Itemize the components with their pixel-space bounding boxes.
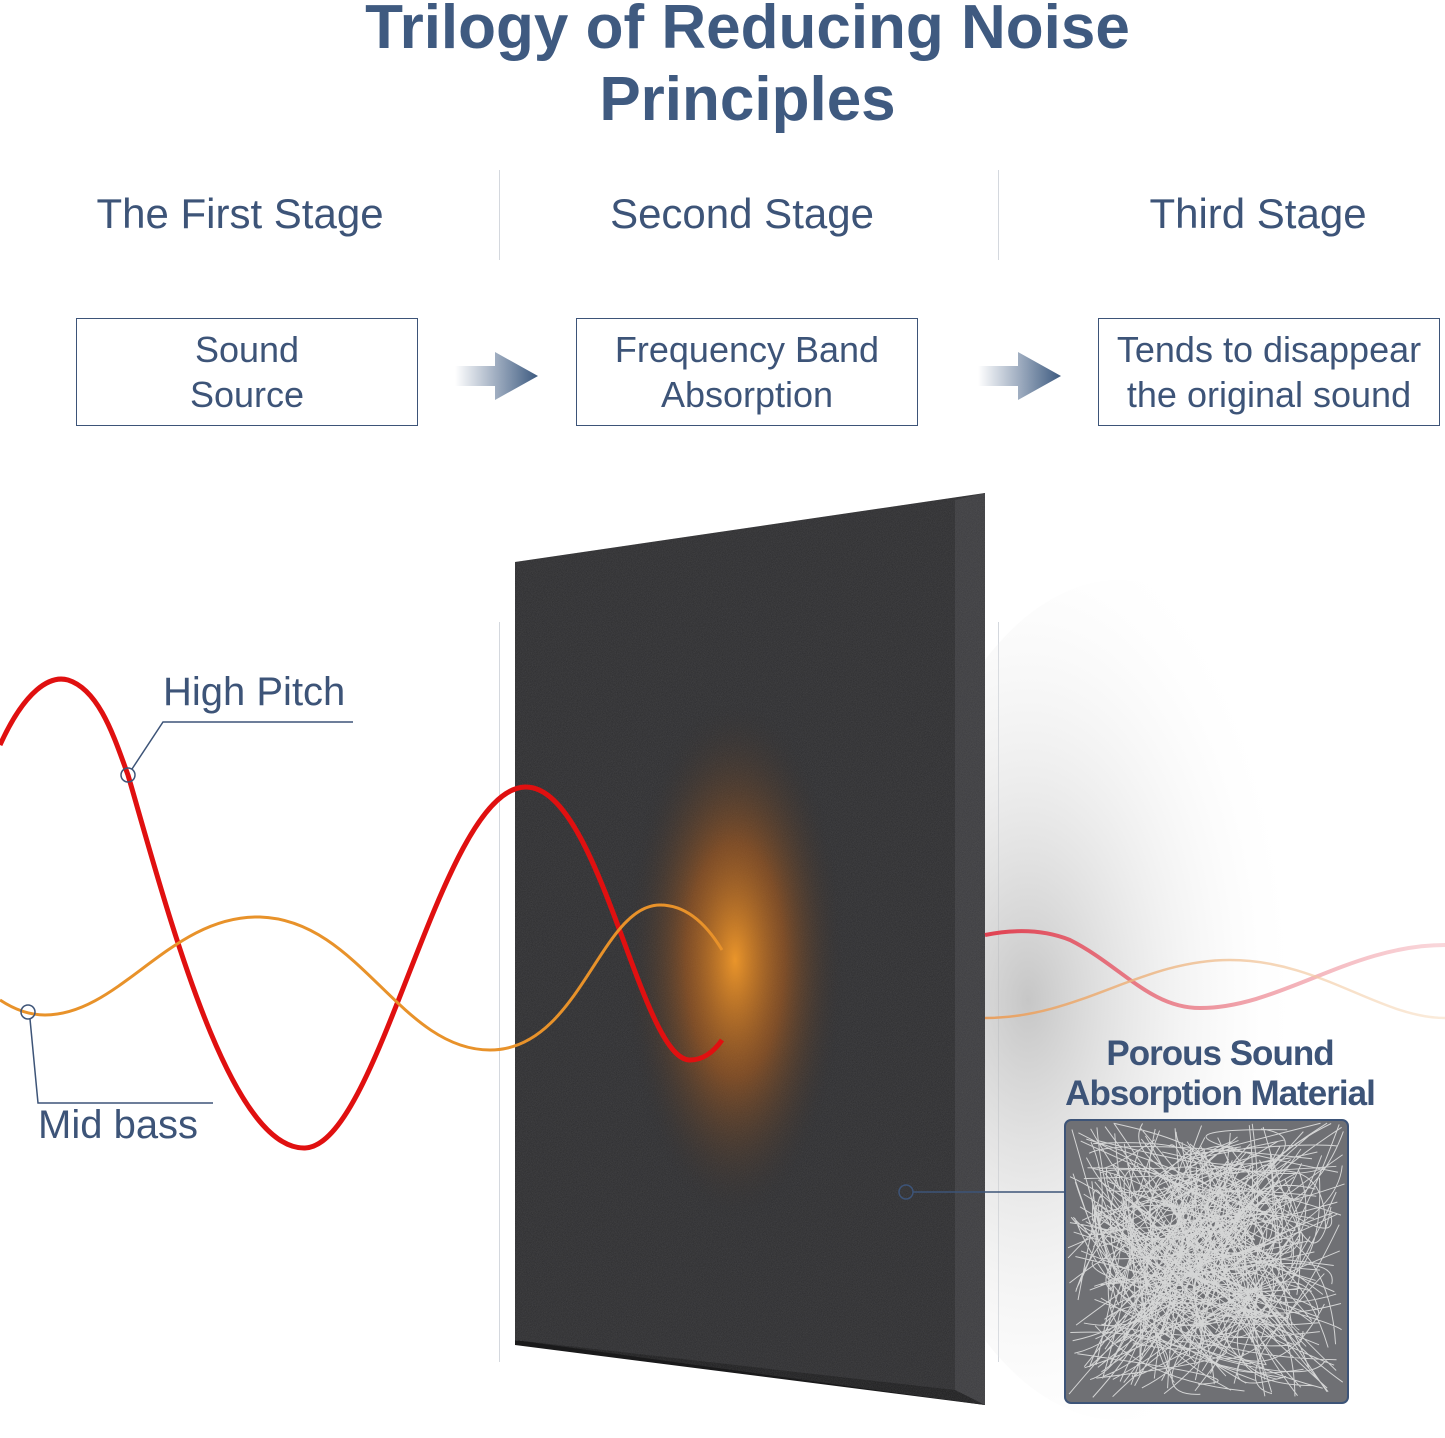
stage-box-2: Frequency Band Absorption	[576, 318, 918, 426]
porous-material-image	[1064, 1119, 1349, 1404]
callout-lines	[20, 721, 1066, 1200]
divider	[499, 170, 500, 260]
fiber-texture	[1067, 1122, 1345, 1398]
acoustic-foam-panel	[515, 493, 985, 1405]
mid-bass-wave-faded	[984, 958, 1445, 1020]
porous-material-label: Porous Sound Absorption Material	[1065, 1034, 1376, 1113]
mid-bass-wave	[0, 903, 724, 1052]
stage-box-3: Tends to disappear the original sound	[1098, 318, 1440, 426]
stage-box-1: Sound Source	[76, 318, 418, 426]
high-pitch-label: High Pitch	[163, 670, 346, 714]
mid-bass-label: Mid bass	[38, 1103, 199, 1147]
stage-heading-3: Third Stage	[1149, 190, 1367, 237]
page-title: Trilogy of Reducing Noise Principles	[365, 0, 1130, 134]
high-pitch-wave-faded	[984, 929, 1445, 1011]
high-pitch-wave	[0, 676, 725, 1151]
stage-heading-2: Second Stage	[610, 190, 874, 237]
arrow-right-icon	[455, 352, 538, 400]
divider	[998, 170, 999, 260]
arrow-right-icon	[978, 352, 1061, 400]
stage-heading-1: The First Stage	[96, 190, 384, 237]
